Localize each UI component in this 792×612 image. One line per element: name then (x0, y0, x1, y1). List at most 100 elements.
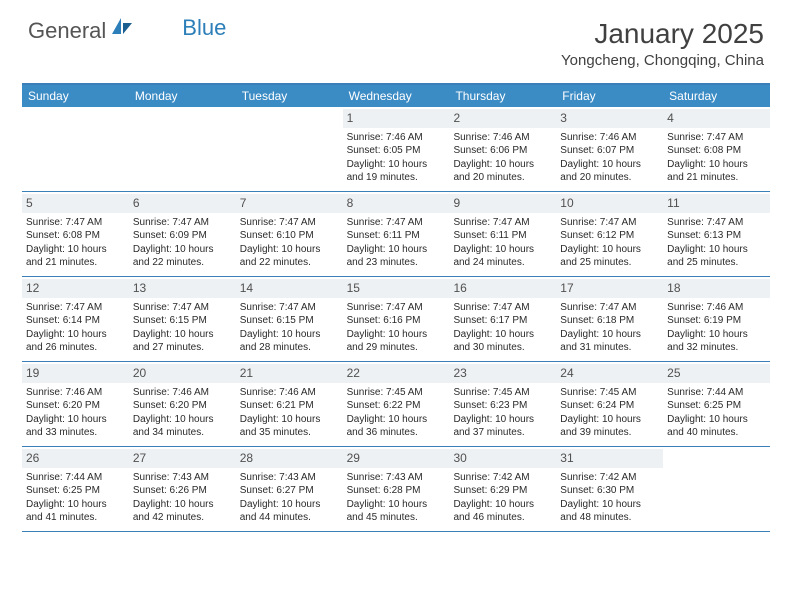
sunrise-line: Sunrise: 7:47 AM (667, 216, 766, 230)
week-row: 5Sunrise: 7:47 AMSunset: 6:08 PMDaylight… (22, 192, 770, 277)
sunset-line: Sunset: 6:08 PM (26, 229, 125, 243)
day-cell: 31Sunrise: 7:42 AMSunset: 6:30 PMDayligh… (556, 447, 663, 531)
day-cell: 9Sunrise: 7:47 AMSunset: 6:11 PMDaylight… (449, 192, 556, 276)
day-number-row: 19 (22, 364, 129, 383)
sunset-line: Sunset: 6:12 PM (560, 229, 659, 243)
sunset-line: Sunset: 6:09 PM (133, 229, 232, 243)
daylight-line: Daylight: 10 hours and 27 minutes. (133, 328, 232, 355)
day-cell: 5Sunrise: 7:47 AMSunset: 6:08 PMDaylight… (22, 192, 129, 276)
logo: General Blue (28, 18, 226, 44)
sunset-line: Sunset: 6:10 PM (240, 229, 339, 243)
daylight-line: Daylight: 10 hours and 29 minutes. (347, 328, 446, 355)
day-cell: 23Sunrise: 7:45 AMSunset: 6:23 PMDayligh… (449, 362, 556, 446)
day-number: 24 (560, 366, 573, 380)
day-number-row: 12 (22, 279, 129, 298)
day-number: 2 (453, 111, 460, 125)
day-cell: 27 Sunrise: 7:43 AMSunset: 6:26 PMDayligh… (129, 447, 236, 531)
sunrise-line: Sunrise: 7:45 AM (453, 386, 552, 400)
day-number: 31 (560, 451, 573, 465)
sunrise-line: Sunrise: 7:46 AM (240, 386, 339, 400)
sunrise-line: Sunrise: 7:42 AM (453, 471, 552, 485)
day-number: 27 (133, 451, 146, 465)
sunrise-line: Sunrise: 7:44 AM (26, 471, 125, 485)
sunset-line: Sunset: 6:22 PM (347, 399, 446, 413)
sunrise-line: Sunrise: 7:43 AM (347, 471, 446, 485)
day-cell: 18Sunrise: 7:46 AMSunset: 6:19 PMDayligh… (663, 277, 770, 361)
day-cell: 6Sunrise: 7:47 AMSunset: 6:09 PMDaylight… (129, 192, 236, 276)
day-cell: 15Sunrise: 7:47 AMSunset: 6:16 PMDayligh… (343, 277, 450, 361)
day-number: 22 (347, 366, 360, 380)
logo-text-2: Blue (182, 15, 226, 41)
day-number-row: 9 (449, 194, 556, 213)
title-block: January 2025 Yongcheng, Chongqing, China (561, 18, 764, 69)
day-number-row: 28 (236, 449, 343, 468)
day-number-row: 23 (449, 364, 556, 383)
sunrise-line: Sunrise: 7:47 AM (560, 216, 659, 230)
day-number: 25 (667, 366, 680, 380)
day-number-row: 8 (343, 194, 450, 213)
day-number: 17 (560, 281, 573, 295)
day-cell: 8Sunrise: 7:47 AMSunset: 6:11 PMDaylight… (343, 192, 450, 276)
sunset-line: Sunset: 6:30 PM (560, 484, 659, 498)
day-cell: 19Sunrise: 7:46 AMSunset: 6:20 PMDayligh… (22, 362, 129, 446)
daylight-line: Daylight: 10 hours and 25 minutes. (667, 243, 766, 270)
daylight-line: Daylight: 10 hours and 31 minutes. (560, 328, 659, 355)
sunset-line: Sunset: 6:25 PM (26, 484, 125, 498)
day-number: 26 (26, 451, 39, 465)
day-cell: 29Sunrise: 7:43 AMSunset: 6:28 PMDayligh… (343, 447, 450, 531)
daylight-line: Daylight: 10 hours and 22 minutes. (133, 243, 232, 270)
day-number-row: 11 (663, 194, 770, 213)
week-row: 19Sunrise: 7:46 AMSunset: 6:20 PMDayligh… (22, 362, 770, 447)
day-number: 21 (240, 366, 253, 380)
day-cell: 22Sunrise: 7:45 AMSunset: 6:22 PMDayligh… (343, 362, 450, 446)
day-number: 14 (240, 281, 253, 295)
day-cell: 17Sunrise: 7:47 AMSunset: 6:18 PMDayligh… (556, 277, 663, 361)
day-number-row: 18 (663, 279, 770, 298)
daylight-line: Daylight: 10 hours and 33 minutes. (26, 413, 125, 440)
day-number: 7 (240, 196, 247, 210)
weekday-header: Tuesday (236, 85, 343, 107)
day-number: 30 (453, 451, 466, 465)
sunrise-line: Sunrise: 7:47 AM (560, 301, 659, 315)
daylight-line: Daylight: 10 hours and 32 minutes. (667, 328, 766, 355)
day-number: 29 (347, 451, 360, 465)
sunset-line: Sunset: 6:15 PM (240, 314, 339, 328)
daylight-line: Daylight: 10 hours and 30 minutes. (453, 328, 552, 355)
sunrise-line: Sunrise: 7:47 AM (347, 301, 446, 315)
sunset-line: Sunset: 6:21 PM (240, 399, 339, 413)
sunset-line: Sunset: 6:11 PM (453, 229, 552, 243)
logo-text-1: General (28, 18, 106, 44)
daylight-line: Daylight: 10 hours and 26 minutes. (26, 328, 125, 355)
day-cell: 25Sunrise: 7:44 AMSunset: 6:25 PMDayligh… (663, 362, 770, 446)
day-number-row: 31 (556, 449, 663, 468)
sunrise-line: Sunrise: 7:43 AM (133, 471, 232, 485)
sunrise-line: Sunrise: 7:45 AM (347, 386, 446, 400)
day-number: 3 (560, 111, 567, 125)
daylight-line: Daylight: 10 hours and 40 minutes. (667, 413, 766, 440)
sunset-line: Sunset: 6:27 PM (240, 484, 339, 498)
sunset-line: Sunset: 6:15 PM (133, 314, 232, 328)
logo-sail-icon (110, 16, 134, 41)
sunrise-line: Sunrise: 7:47 AM (667, 131, 766, 145)
daylight-line: Daylight: 10 hours and 25 minutes. (560, 243, 659, 270)
sunrise-line: Sunrise: 7:46 AM (347, 131, 446, 145)
sunrise-line: Sunrise: 7:47 AM (453, 216, 552, 230)
sunset-line: Sunset: 6:26 PM (133, 484, 232, 498)
weekday-row: SundayMondayTuesdayWednesdayThursdayFrid… (22, 85, 770, 107)
day-cell: 14Sunrise: 7:47 AMSunset: 6:15 PMDayligh… (236, 277, 343, 361)
calendar: SundayMondayTuesdayWednesdayThursdayFrid… (22, 83, 770, 532)
sunset-line: Sunset: 6:29 PM (453, 484, 552, 498)
daylight-line: Daylight: 10 hours and 42 minutes. (133, 498, 232, 525)
weekday-header: Thursday (449, 85, 556, 107)
day-number: 23 (453, 366, 466, 380)
daylight-line: Daylight: 10 hours and 23 minutes. (347, 243, 446, 270)
day-number: 1 (347, 111, 354, 125)
day-number (667, 451, 670, 465)
day-number-row: 27 (129, 449, 236, 468)
sunset-line: Sunset: 6:19 PM (667, 314, 766, 328)
day-number-row: 3 (556, 109, 663, 128)
day-cell: 24Sunrise: 7:45 AMSunset: 6:24 PMDayligh… (556, 362, 663, 446)
day-number-row: 10 (556, 194, 663, 213)
daylight-line: Daylight: 10 hours and 20 minutes. (560, 158, 659, 185)
daylight-line: Daylight: 10 hours and 21 minutes. (26, 243, 125, 270)
